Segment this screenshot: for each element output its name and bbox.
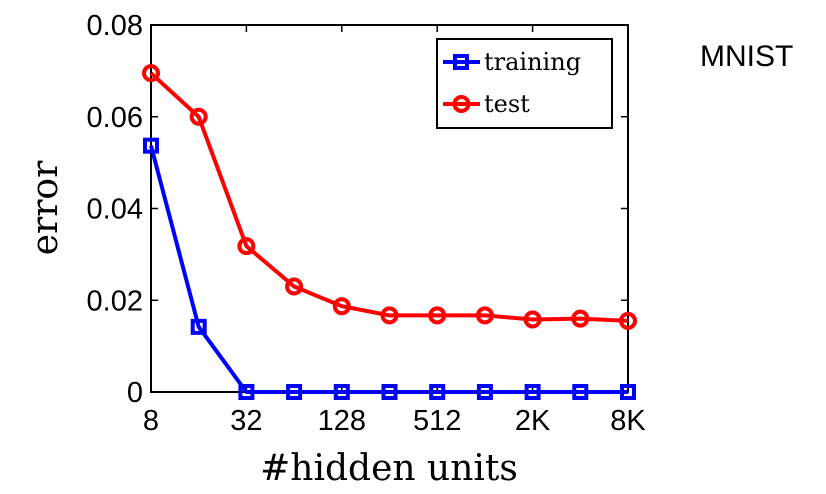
test-point [619,311,637,330]
training-point [333,384,350,400]
legend: training test [436,38,613,129]
test-point [189,107,208,126]
test-point [380,306,399,325]
y-tick-label: 0.08 [87,10,143,42]
training-point [524,384,541,400]
training-point [190,318,207,335]
y-axis-title: error [25,160,66,255]
dataset-label: MNIST [700,40,794,73]
x-tick-label: 512 [413,405,461,437]
training-point [476,384,493,400]
test-point [142,64,160,83]
x-tick-label: 8K [610,405,646,437]
test-point [237,237,256,256]
y-tick-label: 0 [127,377,143,409]
x-axis-ticks: 8 32 128 512 2K 8K [143,25,646,437]
test-point [428,306,447,325]
y-tick-label: 0.04 [87,194,143,226]
test-point [332,297,351,316]
x-axis-title: #hidden units [260,448,518,489]
y-tick-label: 0.02 [87,285,143,317]
x-tick-label: 2K [515,405,551,437]
series-layer [142,64,637,400]
test-point [475,306,494,325]
x-tick-label: 128 [318,405,366,437]
test-point [571,309,590,328]
training-point [238,384,255,400]
legend-test-marker [452,95,471,113]
training-point [429,384,446,400]
series-line-test [149,71,629,323]
legend-test-label: test [484,90,530,118]
legend-training-marker [453,54,469,70]
legend-training-label: training [484,48,581,76]
training-point [572,384,589,400]
y-tick-label: 0.06 [87,102,143,134]
y-axis-ticks: 0 0.02 0.04 0.06 0.08 [87,10,628,409]
training-point [143,137,159,154]
x-tick-label: 32 [230,405,262,437]
x-tick-label: 8 [143,405,159,437]
test-point [285,277,304,296]
training-point [381,384,398,400]
series-line-training [149,145,628,394]
test-point [523,310,542,329]
training-point [620,384,636,400]
training-point [286,384,303,400]
legend-box [436,38,613,129]
